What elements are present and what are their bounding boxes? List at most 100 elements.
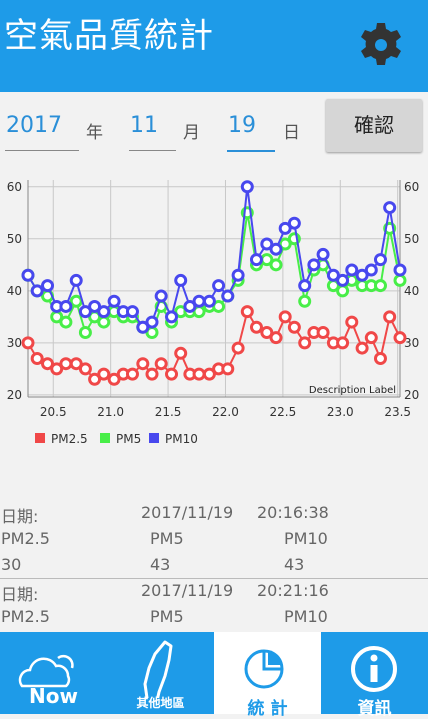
legend-swatch bbox=[35, 433, 45, 443]
chart: 20 30 40 50 60 20 30 40 50 60 20.5 21.0 21.5 22.0 22.5… bbox=[7, 180, 420, 446]
legend-label: PM5 bbox=[116, 432, 141, 446]
record-list: 日期: 2017/11/19 20:16:38 PM2.5 PM5 PM10 30 43 43 日… bbox=[0, 503, 428, 626]
x-tick-label: 20.5 bbox=[40, 405, 67, 419]
data-point bbox=[165, 367, 179, 381]
description-label: Description Label bbox=[309, 385, 396, 396]
data-point bbox=[59, 315, 73, 329]
bottom-nav: Now 其他地區 統 計 資訊 bbox=[0, 632, 428, 719]
data-point bbox=[174, 346, 188, 360]
data-point bbox=[50, 362, 64, 376]
data-point bbox=[240, 305, 254, 319]
nav-label: 其他地區 bbox=[136, 696, 185, 710]
data-point bbox=[269, 331, 283, 345]
legend-label: PM10 bbox=[165, 432, 198, 446]
data-point bbox=[316, 247, 330, 261]
data-point bbox=[345, 315, 359, 329]
data-point bbox=[41, 357, 55, 371]
y-tick-label: 20 bbox=[7, 388, 22, 402]
nav-tab[interactable]: Now bbox=[0, 632, 107, 714]
nav-label: 資訊 bbox=[357, 699, 392, 719]
x-tick-label: 21.5 bbox=[155, 405, 182, 419]
data-point bbox=[145, 367, 159, 381]
legend-label: PM2.5 bbox=[51, 432, 88, 446]
data-point bbox=[41, 279, 55, 293]
legend-swatch bbox=[100, 433, 110, 443]
data-point bbox=[278, 221, 292, 235]
nav-icon bbox=[18, 654, 74, 688]
y2-tick-label: 40 bbox=[404, 284, 419, 298]
record-date-label: 日期: bbox=[1, 585, 39, 604]
nav-tab[interactable]: 其他地區 bbox=[107, 632, 214, 714]
y-tick-label: 50 bbox=[7, 232, 22, 246]
data-point bbox=[21, 336, 35, 350]
month-input[interactable]: 11 bbox=[130, 113, 158, 138]
data-point bbox=[88, 299, 102, 313]
data-point bbox=[355, 341, 369, 355]
record-value: 43 bbox=[150, 555, 171, 574]
x-tick-label: 21.0 bbox=[97, 405, 124, 419]
data-point bbox=[145, 315, 159, 329]
year-input[interactable]: 2017 bbox=[6, 113, 62, 138]
x-tick-label: 23.5 bbox=[384, 405, 411, 419]
data-point bbox=[174, 273, 188, 287]
record-value: 43 bbox=[284, 555, 305, 574]
record-pollutant: PM10 bbox=[284, 607, 328, 626]
data-point bbox=[59, 299, 73, 313]
nav-tab[interactable]: 統 計 bbox=[214, 632, 321, 719]
year-unit: 年 bbox=[86, 123, 103, 143]
data-point bbox=[202, 367, 216, 381]
data-point bbox=[125, 367, 139, 381]
data-point bbox=[269, 258, 283, 272]
record-date: 2017/11/19 bbox=[141, 581, 234, 600]
nav-tab[interactable]: 資訊 bbox=[321, 632, 428, 719]
data-point bbox=[78, 325, 92, 339]
data-point bbox=[136, 320, 150, 334]
record-pollutant: PM5 bbox=[150, 529, 184, 548]
record-pollutant: PM5 bbox=[150, 607, 184, 626]
data-point bbox=[69, 273, 83, 287]
y-tick-label: 30 bbox=[7, 336, 22, 350]
day-underline bbox=[227, 150, 275, 152]
y2-tick-label: 30 bbox=[404, 336, 419, 350]
data-point bbox=[393, 263, 407, 277]
data-point bbox=[336, 273, 350, 287]
day-input[interactable]: 19 bbox=[228, 113, 256, 138]
month-unit: 月 bbox=[183, 123, 200, 143]
data-point bbox=[125, 305, 139, 319]
data-point bbox=[21, 268, 35, 282]
data-point bbox=[278, 310, 292, 324]
day-unit: 日 bbox=[283, 123, 300, 143]
x-tick-label: 23.0 bbox=[327, 405, 354, 419]
data-point bbox=[69, 357, 83, 371]
data-point bbox=[364, 263, 378, 277]
y-tick-label: 40 bbox=[7, 284, 22, 298]
y-tick-label: 60 bbox=[7, 180, 22, 194]
data-point bbox=[221, 289, 235, 303]
record-pollutant: PM10 bbox=[284, 529, 328, 548]
data-point bbox=[165, 310, 179, 324]
data-point bbox=[298, 294, 312, 308]
record-time: 20:16:38 bbox=[257, 503, 329, 522]
data-point bbox=[154, 289, 168, 303]
separator bbox=[0, 578, 428, 579]
settings-icon[interactable] bbox=[356, 20, 406, 70]
data-point bbox=[154, 357, 168, 371]
data-point bbox=[30, 284, 44, 298]
data-point bbox=[97, 305, 111, 319]
data-point bbox=[307, 258, 321, 272]
data-point bbox=[298, 336, 312, 350]
data-point bbox=[355, 268, 369, 282]
confirm-button[interactable]: 確認 bbox=[326, 99, 422, 152]
legend-swatch bbox=[149, 433, 159, 443]
data-point bbox=[393, 331, 407, 345]
nav-icon bbox=[143, 640, 173, 698]
data-point bbox=[69, 294, 83, 308]
record-pollutant: PM2.5 bbox=[1, 607, 50, 626]
record-pollutant: PM2.5 bbox=[1, 529, 50, 548]
data-point bbox=[107, 372, 121, 386]
data-point bbox=[78, 305, 92, 319]
record-date: 2017/11/19 bbox=[141, 503, 234, 522]
data-point bbox=[260, 325, 274, 339]
nav-label: Now bbox=[29, 684, 78, 708]
